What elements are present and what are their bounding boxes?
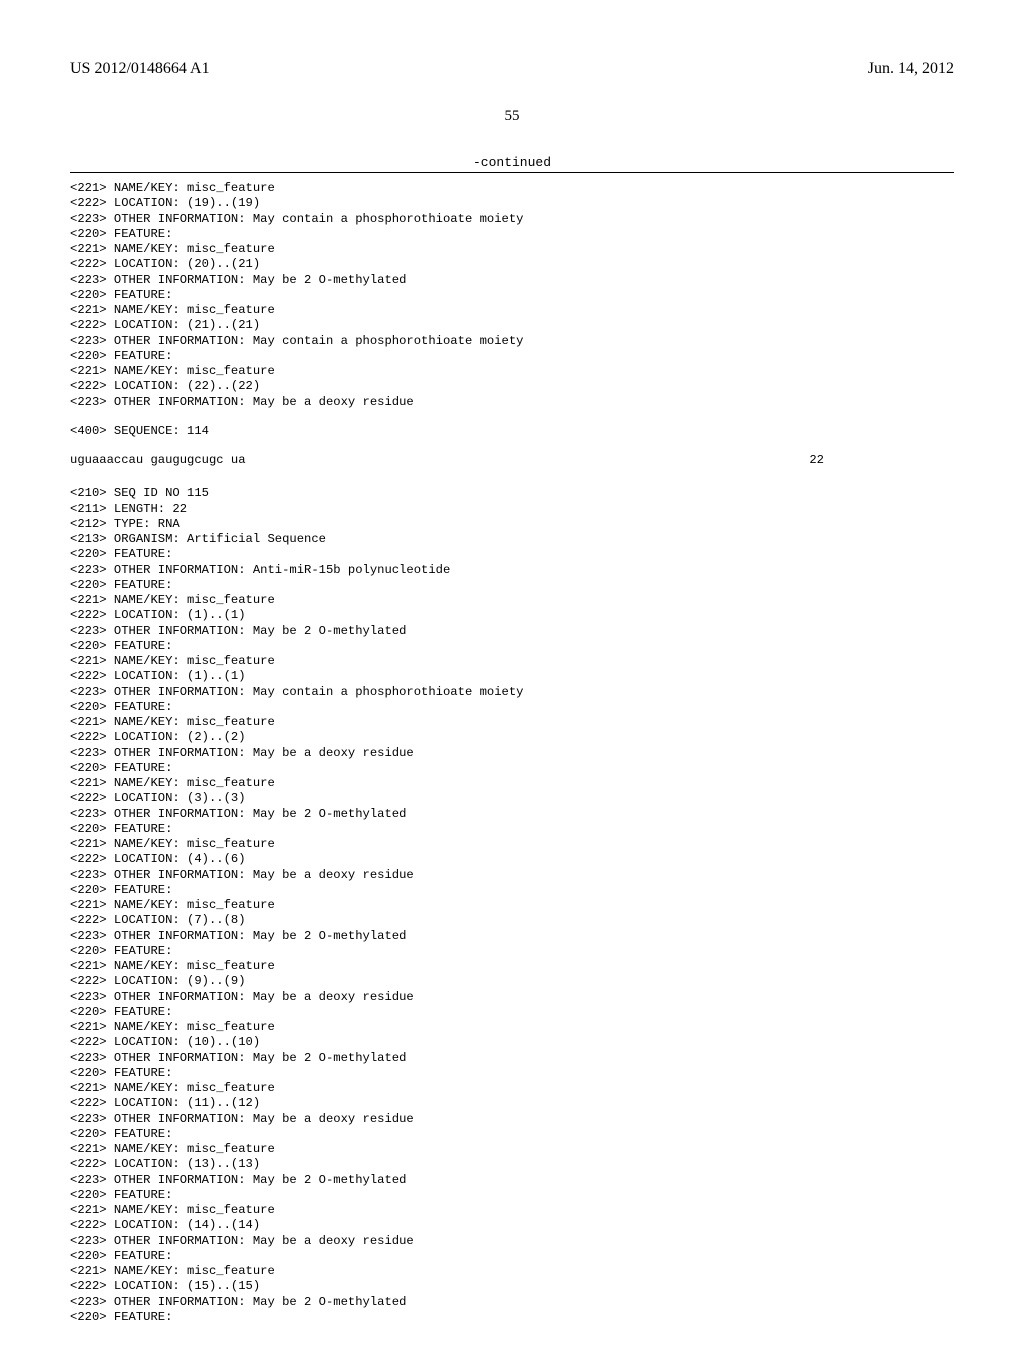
page-number: 55	[70, 108, 954, 125]
sequence-114-row: uguaaaccau gaugugcugc ua 22	[70, 453, 954, 468]
sequence-114-length: 22	[809, 453, 954, 468]
sequence-114-label: <400> SEQUENCE: 114	[70, 424, 954, 439]
sequence-114-text: uguaaaccau gaugugcugc ua	[70, 453, 246, 468]
page-header: US 2012/0148664 A1 Jun. 14, 2012	[70, 60, 954, 78]
publication-id: US 2012/0148664 A1	[70, 60, 210, 78]
patent-page: US 2012/0148664 A1 Jun. 14, 2012 55 -con…	[0, 0, 1024, 1365]
spacer	[70, 439, 954, 453]
publication-date: Jun. 14, 2012	[868, 60, 954, 78]
spacer	[70, 410, 954, 424]
feature-block-1: <221> NAME/KEY: misc_feature <222> LOCAT…	[70, 181, 954, 410]
divider-top	[70, 172, 954, 173]
spacer	[70, 468, 954, 486]
continued-label: -continued	[70, 155, 954, 170]
feature-block-2: <210> SEQ ID NO 115 <211> LENGTH: 22 <21…	[70, 486, 954, 1325]
